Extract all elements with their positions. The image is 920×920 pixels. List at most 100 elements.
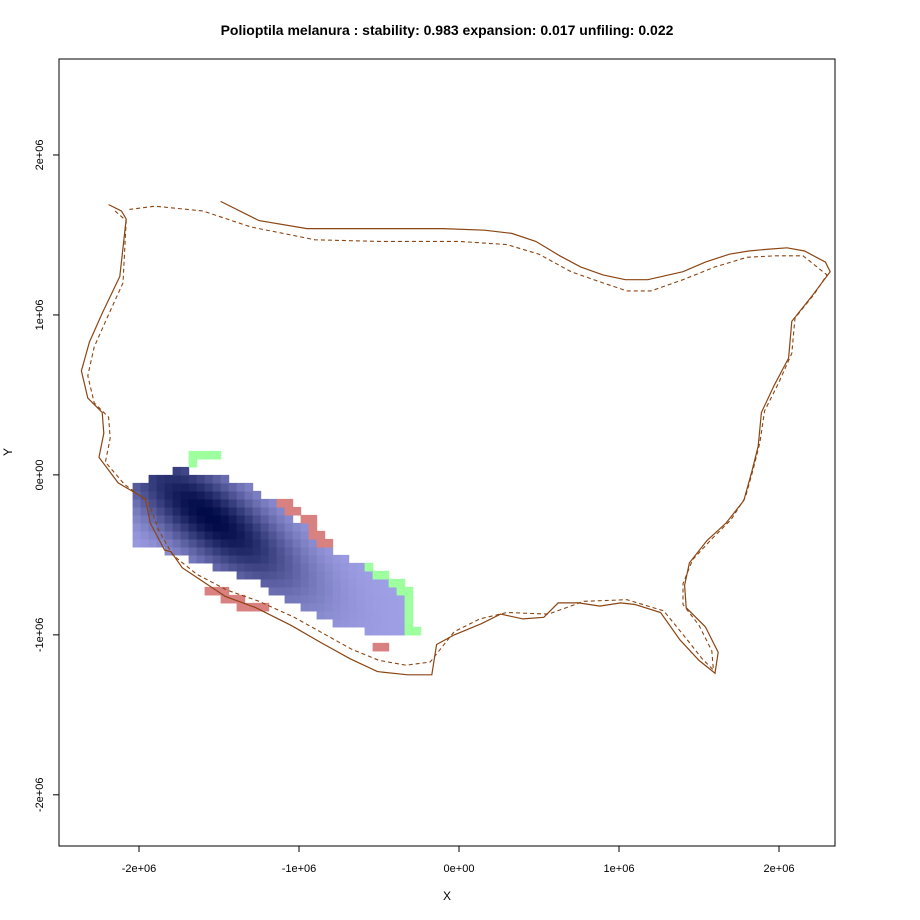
stability-cell (268, 506, 278, 516)
stability-cell (172, 514, 182, 524)
stability-cell (252, 562, 262, 572)
stability-cell (260, 554, 270, 564)
stability-cell (332, 586, 342, 596)
stability-cell (164, 530, 174, 540)
expansion-cell (196, 450, 206, 460)
unfilling-cell (260, 602, 270, 612)
stability-cell (340, 554, 350, 564)
stability-cell (356, 578, 366, 588)
stability-cell (140, 538, 150, 548)
stability-cell (300, 594, 310, 604)
unfilling-cell (380, 642, 390, 652)
stability-cell (204, 506, 214, 516)
stability-cell (292, 578, 302, 588)
expansion-cell (364, 562, 374, 572)
stability-cell (204, 522, 214, 532)
stability-cell (388, 626, 398, 636)
stability-cell (156, 474, 166, 484)
stability-cell (180, 506, 190, 516)
stability-cell (140, 490, 150, 500)
y-tick-label: -2e+06 (34, 778, 46, 813)
stability-cell (236, 514, 246, 524)
stability-cell (332, 570, 342, 580)
stability-cell (236, 498, 246, 508)
stability-cell (332, 578, 342, 588)
stability-cell (140, 482, 150, 492)
stability-cell (204, 474, 214, 484)
expansion-cell (380, 570, 390, 580)
expansion-cell (404, 618, 414, 628)
unfilling-cell (236, 602, 246, 612)
stability-cell (220, 498, 230, 508)
x-axis: -2e+06 -1e+06 0e+00 1e+06 2e+06 (122, 845, 794, 875)
stability-cell (268, 530, 278, 540)
stability-cell (228, 506, 238, 516)
stability-cell (332, 594, 342, 604)
stability-cell (356, 602, 366, 612)
stability-cell (268, 554, 278, 564)
stability-cell (324, 594, 334, 604)
stability-cell (324, 570, 334, 580)
stability-cell (260, 538, 270, 548)
stability-cell (340, 586, 350, 596)
stability-cell (276, 530, 286, 540)
stability-cell (292, 530, 302, 540)
stability-cell (268, 562, 278, 572)
expansion-cell (404, 586, 414, 596)
stability-cell (340, 578, 350, 588)
stability-cell (396, 610, 406, 620)
stability-cell (388, 610, 398, 620)
stability-cell (204, 538, 214, 548)
stability-cell (308, 554, 318, 564)
stability-cell (236, 562, 246, 572)
x-tick-label: 0e+00 (444, 863, 475, 875)
expansion-cell (188, 450, 198, 460)
stability-cell (220, 514, 230, 524)
stability-cell (284, 546, 294, 556)
stability-cell (340, 562, 350, 572)
stability-cell (132, 522, 142, 532)
stability-cell (300, 578, 310, 588)
stability-cell (332, 554, 342, 564)
stability-cell (220, 554, 230, 564)
stability-cell (156, 514, 166, 524)
expansion-cell (396, 578, 406, 588)
stability-cell (396, 602, 406, 612)
stability-cell (172, 530, 182, 540)
stability-cell (268, 514, 278, 524)
stability-cell (268, 586, 278, 596)
stability-cell (228, 554, 238, 564)
stability-cell (212, 522, 222, 532)
stability-cell (260, 530, 270, 540)
stability-cell (204, 530, 214, 540)
stability-cell (236, 506, 246, 516)
stability-cell (196, 474, 206, 484)
chart-title: Polioptila melanura : stability: 0.983 e… (221, 22, 674, 38)
stability-cell (132, 482, 142, 492)
stability-cell (364, 570, 374, 580)
stability-cell (268, 538, 278, 548)
stability-cell (188, 474, 198, 484)
stability-cell (140, 522, 150, 532)
stability-cell (188, 538, 198, 548)
stability-cell (188, 506, 198, 516)
stability-cell (396, 594, 406, 604)
stability-cell (372, 594, 382, 604)
stability-cell (372, 618, 382, 628)
stability-cell (300, 554, 310, 564)
stability-cell (204, 482, 214, 492)
stability-cell (316, 602, 326, 612)
stability-cell (324, 562, 334, 572)
stability-cell (364, 586, 374, 596)
stability-cell (268, 546, 278, 556)
study-region-outline-dashed (87, 205, 828, 672)
stability-cell (252, 522, 262, 532)
stability-cell (204, 554, 214, 564)
stability-cell (316, 610, 326, 620)
stability-cell (228, 490, 238, 500)
stability-cell (244, 538, 254, 548)
stability-cell (180, 482, 190, 492)
stability-cell (180, 538, 190, 548)
unfilling-cell (284, 498, 294, 508)
stability-cell (300, 546, 310, 556)
